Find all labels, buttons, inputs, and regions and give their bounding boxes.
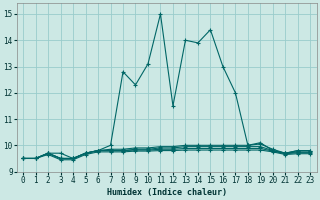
- X-axis label: Humidex (Indice chaleur): Humidex (Indice chaleur): [107, 188, 227, 197]
